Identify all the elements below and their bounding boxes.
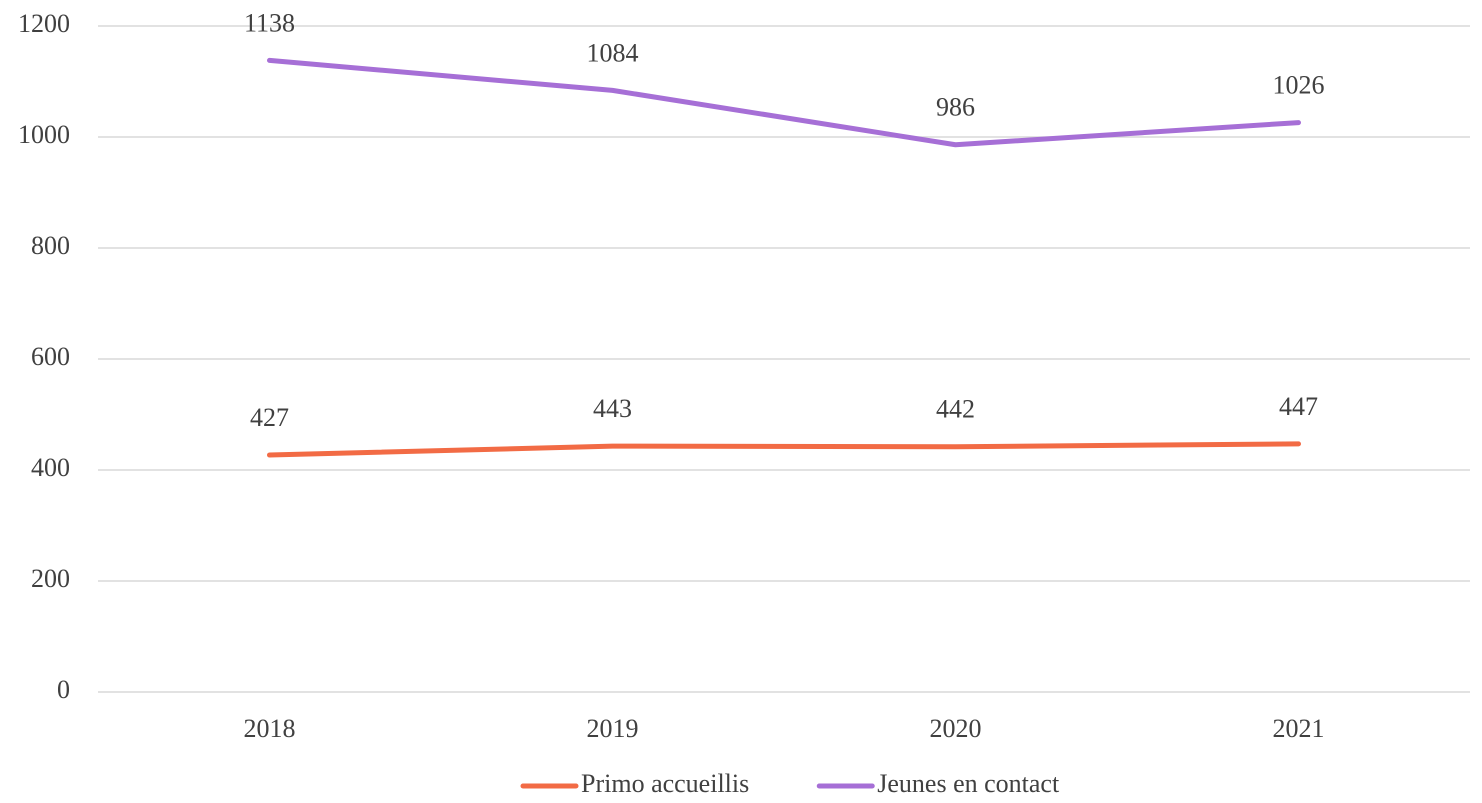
data-label: 427	[250, 403, 289, 432]
data-label: 986	[936, 93, 975, 122]
legend-label: Jeunes en contact	[877, 769, 1060, 798]
y-tick-label: 800	[31, 231, 70, 260]
x-tick-label: 2021	[1273, 714, 1325, 743]
series-line	[267, 441, 1301, 458]
y-tick-label: 400	[31, 453, 70, 482]
data-label: 1084	[587, 38, 639, 67]
y-tick-label: 1200	[18, 9, 70, 38]
data-label: 442	[936, 395, 975, 424]
series-line	[267, 57, 1301, 148]
data-label: 447	[1279, 392, 1318, 421]
y-tick-label: 0	[57, 675, 70, 704]
data-label: 1138	[244, 8, 295, 37]
x-tick-label: 2018	[244, 714, 296, 743]
x-tick-label: 2019	[587, 714, 639, 743]
y-tick-label: 200	[31, 564, 70, 593]
x-tick-label: 2020	[930, 714, 982, 743]
y-tick-label: 600	[31, 342, 70, 371]
y-tick-label: 1000	[18, 120, 70, 149]
data-label: 443	[593, 394, 632, 423]
data-label: 1026	[1273, 71, 1325, 100]
legend-label: Primo accueillis	[581, 769, 749, 798]
